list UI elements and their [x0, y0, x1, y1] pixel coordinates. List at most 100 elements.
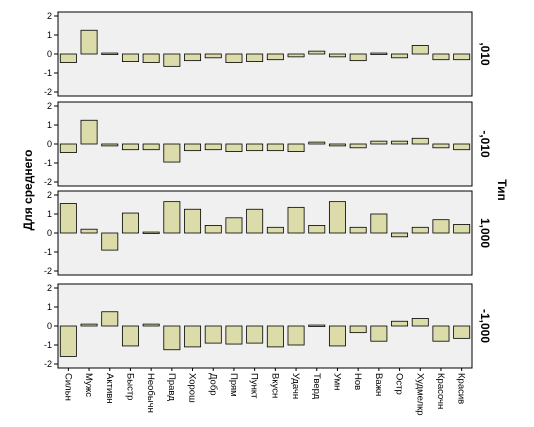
bar-Нов — [349, 325, 367, 334]
bar-Сильн — [59, 53, 77, 63]
bar-Важн — [370, 140, 388, 145]
y-tick-label: 2 — [47, 190, 52, 200]
bar-Прям — [225, 217, 243, 234]
bar-Тверд — [308, 324, 326, 327]
category-label: Мужс — [83, 373, 94, 397]
bar-Удачн — [287, 53, 305, 58]
bar-Правд — [163, 325, 181, 351]
bar-Тверд — [308, 224, 326, 234]
category-label: Красочн — [435, 373, 446, 409]
bar-Тверд — [308, 141, 326, 145]
y-tick-label: -2 — [44, 359, 52, 369]
bar-Красив — [453, 53, 471, 61]
category-label: Пункт — [249, 373, 260, 399]
bar-Правд — [163, 53, 181, 67]
bar-Худмелкр — [411, 45, 429, 55]
bar-Хорош — [184, 325, 202, 348]
bar-Быстр — [121, 212, 139, 234]
y-axis-title: Для среднего — [21, 150, 35, 231]
bar-Активн — [101, 52, 119, 55]
y-tick-label: 1 — [47, 30, 52, 40]
category-label: Худмелкр — [414, 373, 425, 416]
y-tick-label: 2 — [47, 283, 52, 293]
panel-4: 2 1 0 -1 -2 -1,000 — [44, 283, 492, 369]
bar-Красив — [453, 325, 471, 339]
bar-Добр — [204, 325, 222, 344]
panel-background — [57, 11, 473, 97]
panel-label: 1,000 — [478, 218, 492, 248]
bar-Красочн — [432, 219, 450, 234]
y-tick-label: -1 — [44, 340, 52, 350]
bar-Пункт — [246, 325, 264, 344]
bar-Худмелкр — [411, 317, 429, 327]
bar-Добр — [204, 143, 222, 151]
y-tick-label: -2 — [44, 87, 52, 97]
y-tick-label: 0 — [47, 228, 52, 238]
bar-Хорош — [184, 208, 202, 234]
bar-Красив — [453, 143, 471, 151]
category-label: Вкусн — [269, 373, 280, 398]
facet-title: Тип — [495, 179, 509, 201]
bar-Сильн — [59, 203, 77, 234]
bar-Необычн — [142, 143, 160, 151]
bar-Мужс — [80, 228, 98, 234]
bar-Нов — [349, 143, 367, 149]
bar-Пункт — [246, 143, 264, 152]
bar-Умн — [328, 325, 346, 347]
bar-Красив — [453, 224, 471, 234]
bar-Прям — [225, 325, 243, 345]
category-label: Остр — [394, 373, 405, 395]
bar-Остр — [391, 140, 409, 145]
category-label: Правд — [166, 373, 177, 401]
category-label: Хорош — [187, 373, 198, 403]
bar-Удачн — [287, 143, 305, 152]
y-tick-label: 1 — [47, 209, 52, 219]
bar-Вкусн — [266, 325, 284, 348]
bar-Удачн — [287, 206, 305, 234]
bar-Активн — [101, 232, 119, 251]
bar-Добр — [204, 53, 222, 59]
panel-background — [57, 283, 473, 369]
bar-Мужс — [80, 29, 98, 55]
panels: 2 1 0 -1 -2 ,010 2 1 0 -1 -2 -,010 2 1 0 -1 -2 1,000 2 1 0 -1… — [44, 11, 492, 369]
bar-Активн — [101, 143, 119, 147]
bar-Пункт — [246, 208, 264, 234]
y-tick-label: 1 — [47, 302, 52, 312]
y-tick-label: -1 — [44, 68, 52, 78]
bar-Вкусн — [266, 226, 284, 234]
bar-Мужс — [80, 119, 98, 145]
bar-Необычн — [142, 323, 160, 327]
panel-label: -,010 — [478, 130, 492, 158]
y-tick-label: -1 — [44, 247, 52, 257]
panel-1: 2 1 0 -1 -2 ,010 — [44, 11, 492, 97]
y-tick-label: 2 — [47, 101, 52, 111]
bar-Нов — [349, 53, 367, 62]
panel-2: 2 1 0 -1 -2 -,010 — [44, 101, 492, 187]
y-tick-label: -2 — [44, 177, 52, 187]
bar-Важн — [370, 52, 388, 55]
y-tick-label: 1 — [47, 120, 52, 130]
panel-background — [57, 101, 473, 187]
bar-Красочн — [432, 143, 450, 149]
category-label: Быстр — [124, 373, 135, 400]
bar-Правд — [163, 201, 181, 234]
category-labels: Сильн Мужс Активн Быстр Необычн Правд Хорош Доб… — [62, 368, 467, 416]
bar-Прям — [225, 143, 243, 152]
bar-Худмелкр — [411, 226, 429, 234]
bar-Сильн — [59, 325, 77, 357]
bar-Необычн — [142, 231, 160, 234]
bar-Добр — [204, 224, 222, 234]
bar-Красочн — [432, 53, 450, 61]
bar-Остр — [391, 320, 409, 327]
bar-Сильн — [59, 143, 77, 153]
category-label: Прям — [228, 373, 239, 397]
panel-label: ,010 — [478, 42, 492, 66]
bar-Остр — [391, 53, 409, 59]
category-label: Умн — [331, 373, 342, 390]
bar-Умн — [328, 143, 346, 147]
bar-Быстр — [121, 143, 139, 151]
bar-Прям — [225, 53, 243, 63]
bar-Тверд — [308, 50, 326, 55]
bar-Вкусн — [266, 143, 284, 152]
